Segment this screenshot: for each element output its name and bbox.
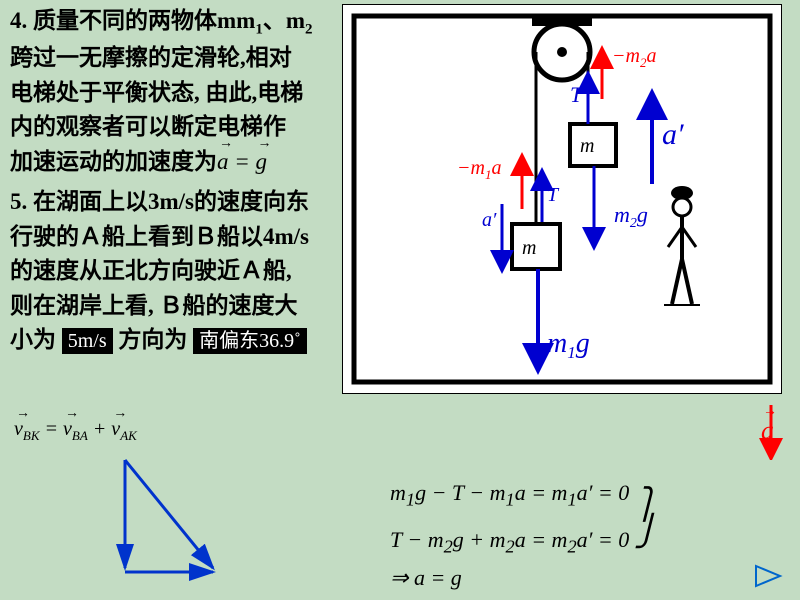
p5-l3: 的速度从正北方向驶近Ａ船, <box>10 258 292 283</box>
p4-label: 4. <box>10 8 27 33</box>
eq1: m1g − T − m1a = m1a′ = 0 ⎫ <box>390 468 657 515</box>
vector-equation: vBK = vBA + vAK <box>14 418 137 444</box>
p5-l4: 则在湖岸上看, Ｂ船的速度大 <box>10 293 298 318</box>
p5-l1: 在湖面上以3m/s的速度向东 <box>33 189 309 214</box>
p4-l2: 跨过一无摩擦的定滑轮,相对 <box>10 45 292 70</box>
equations-block: m1g − T − m1a = m1a′ = 0 ⎫ T − m2g + m2a… <box>390 468 657 595</box>
p5-l2: 行驶的Ａ船上看到Ｂ船以4m/s <box>10 224 309 249</box>
eq3: ⇒ a = g <box>390 561 657 595</box>
label-m2a: −m2a <box>612 45 656 70</box>
p5-l5a: 小为 <box>10 327 56 352</box>
vector-triangle <box>95 450 275 590</box>
label-aprime-l: a′ <box>482 209 497 231</box>
label-T1: T <box>570 82 584 107</box>
label-T2: T <box>547 184 560 206</box>
p4-l3: 电梯处于平衡状态, 由此,电梯 <box>10 80 303 105</box>
pulley-diagram: m m −m2a T a′ m2g −m1a T a′ m1g <box>342 4 782 394</box>
p5-ans2: 南偏东36.9˚ <box>193 328 307 354</box>
svg-text:m: m <box>580 135 594 157</box>
problem5-text: 5. 在湖面上以3m/s的速度向东 行驶的Ａ船上看到Ｂ船以4m/s 的速度从正北… <box>10 185 340 358</box>
svg-text:m: m <box>522 237 536 259</box>
label-aprime-r: a′ <box>662 118 684 151</box>
p5-l5b: 方向为 <box>118 327 187 352</box>
next-page-button[interactable] <box>754 564 784 588</box>
a-label: a <box>761 416 774 446</box>
p5-ans1: 5m/s <box>62 328 113 354</box>
p4-l1: 质量不同的两物体m <box>33 8 236 33</box>
eq2: T − m2g + m2a = m2a′ = 0 ⎭ <box>390 515 657 562</box>
label-m1a: −m1a <box>457 157 501 182</box>
problem4-text: 4. 质量不同的两物体mm1、m2 跨过一无摩擦的定滑轮,相对 电梯处于平衡状态… <box>10 4 340 179</box>
p4-l5a: 加速运动的加速度为 <box>10 149 217 174</box>
p4-answer: a = g <box>217 145 267 180</box>
p4-l4: 内的观察者可以断定电梯作 <box>10 114 286 139</box>
p5-label: 5. <box>10 189 27 214</box>
